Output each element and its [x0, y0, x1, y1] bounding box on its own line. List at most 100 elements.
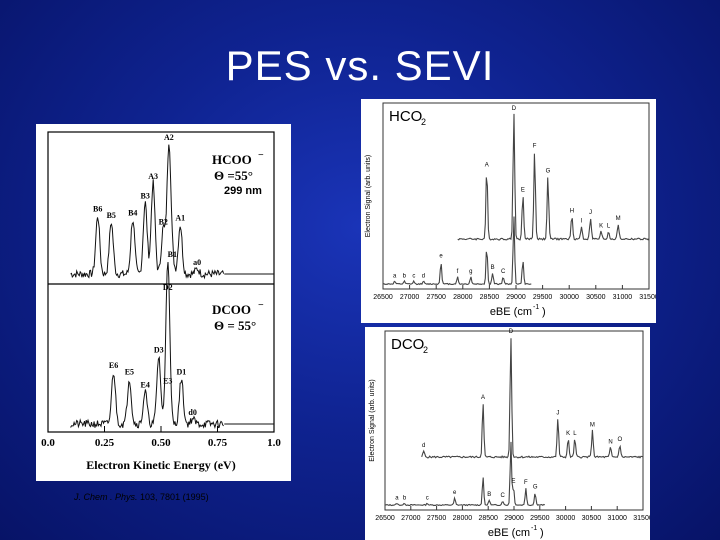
peak-label: g [469, 269, 472, 275]
x-tick-label: 29500 [530, 515, 550, 522]
x-axis-label: Electron Kinetic Energy (eV) [86, 458, 235, 472]
x-tick-label: 27500 [426, 294, 446, 301]
citation-journal: J. Chem . Phys. [74, 492, 138, 502]
y-axis-label: Electron Signal (arb. units) [365, 155, 372, 237]
x-tick-label: 30000 [559, 294, 579, 301]
peak-label: e [439, 254, 443, 260]
x-tick-label: 0.50 [151, 437, 171, 449]
x-tick-label: 30000 [556, 515, 576, 522]
peak-label: E4 [141, 381, 150, 390]
peak-label: D2 [163, 283, 173, 292]
peak-label: B [487, 492, 491, 498]
x-tick-label: 28500 [478, 515, 498, 522]
dco2-sevi-panel: 26500 27000 27500 28000 28500 29000 29500 30000… [365, 327, 650, 540]
x-tick-label: 31000 [607, 515, 627, 522]
peak-label: E5 [125, 368, 134, 377]
peak-label: E [521, 187, 525, 193]
peak-label: B3 [141, 192, 150, 201]
angle-label: Θ = 55° [214, 318, 256, 333]
peak-label: D3 [154, 345, 164, 354]
peak-label: A [481, 395, 485, 401]
peak-label: e [453, 490, 457, 496]
x-tick-label: 28500 [480, 294, 500, 301]
peak-label: A3 [148, 172, 158, 181]
peak-label: f [457, 269, 459, 275]
x-tick-label: 0.25 [95, 437, 115, 449]
pes-spectrum-panel: 0.0 0.25 0.50 0.75 1.0 Electron Kinetic Energ… [36, 124, 291, 481]
peak-label: N [608, 439, 612, 445]
peak-label: H [570, 209, 574, 215]
slide-title: PES vs. SEVI [225, 42, 495, 89]
x-tick-label: 28000 [453, 294, 473, 301]
spectrum-trace-lower [384, 441, 545, 507]
x-axis-label-end: ) [540, 527, 544, 539]
hco2-sevi-chart: 26500 27000 27500 28000 28500 29000 29500 30000… [365, 102, 656, 318]
peak-label: D [512, 106, 517, 112]
x-tick-label: 31000 [613, 294, 633, 301]
peak-label: B5 [107, 211, 116, 220]
peak-label: J [589, 210, 592, 216]
citation: J. Chem . Phys. 103, 7801 (1995) [74, 492, 209, 502]
hco2-sevi-panel: 26500 27000 27500 28000 28500 29000 29500 30000… [361, 99, 656, 323]
peak-label: L [573, 431, 577, 437]
x-tick-label: 29500 [533, 294, 553, 301]
peak-label: I [581, 219, 583, 225]
peak-label: c [426, 495, 429, 501]
peak-label: E3 [163, 377, 172, 386]
peak-label: C [501, 269, 506, 275]
x-tick-label: 31500 [639, 294, 656, 301]
peak-label: D1 [176, 368, 186, 377]
spectrum-trace-dcoo [70, 261, 224, 429]
x-tick-label: 27000 [401, 515, 421, 522]
peak-label: A [485, 162, 489, 168]
x-axis-label: eBE (cm [490, 306, 532, 318]
peak-label: D [509, 329, 514, 335]
species-label: DCO [391, 336, 424, 353]
peak-label: B1 [168, 250, 177, 259]
peak-label: c [412, 273, 415, 279]
x-tick-label: 27500 [427, 515, 447, 522]
peak-label: B6 [93, 205, 102, 214]
x-tick-label: 0.0 [41, 437, 55, 449]
x-tick-label: 26500 [373, 294, 393, 301]
x-axis-label-exponent: -1 [531, 525, 537, 532]
peak-label: b [403, 495, 407, 501]
peak-label: G [546, 169, 551, 175]
x-tick-label: 29000 [506, 294, 526, 301]
x-tick-label: 30500 [582, 515, 602, 522]
pes-spectrum-chart: 0.0 0.25 0.50 0.75 1.0 Electron Kinetic Energ… [41, 131, 281, 472]
citation-reference: 103, 7801 (1995) [137, 492, 209, 502]
peak-label: A1 [175, 214, 185, 223]
peak-label: B4 [128, 208, 137, 217]
peak-label: a [393, 273, 397, 279]
peak-label: J [556, 411, 559, 417]
peak-label: G [533, 484, 538, 490]
peak-label: b [403, 273, 407, 279]
y-axis-label: Electron Signal (arb. units) [369, 379, 376, 461]
wavelength-label: 299 nm [224, 185, 262, 197]
peak-label: a0 [193, 258, 201, 267]
x-tick-label: 0.75 [208, 437, 228, 449]
peak-label: M [616, 216, 621, 222]
x-tick-label: 29000 [504, 515, 524, 522]
angle-label: Θ =55° [214, 168, 253, 183]
peak-label: K [599, 224, 603, 230]
peak-label: A2 [164, 133, 174, 142]
peak-label: M [590, 423, 595, 429]
x-tick-label: 30500 [586, 294, 606, 301]
species-charge: − [258, 150, 264, 161]
x-tick-label: 1.0 [267, 437, 281, 449]
peak-label: O [617, 437, 622, 443]
peak-label: E [511, 478, 515, 484]
x-axis-label-exponent: -1 [533, 304, 539, 311]
species-label: HCOO [212, 152, 252, 167]
peak-label: B [491, 265, 495, 271]
species-subscript: 2 [423, 345, 428, 355]
peak-label: K [566, 431, 570, 437]
peak-label: d [422, 443, 425, 449]
x-axis-label: eBE (cm [488, 527, 530, 539]
peak-label: E6 [109, 361, 118, 370]
spectrum-trace-upper [457, 113, 650, 241]
peak-label: C [500, 493, 505, 499]
spectrum-trace-lower [382, 216, 532, 286]
